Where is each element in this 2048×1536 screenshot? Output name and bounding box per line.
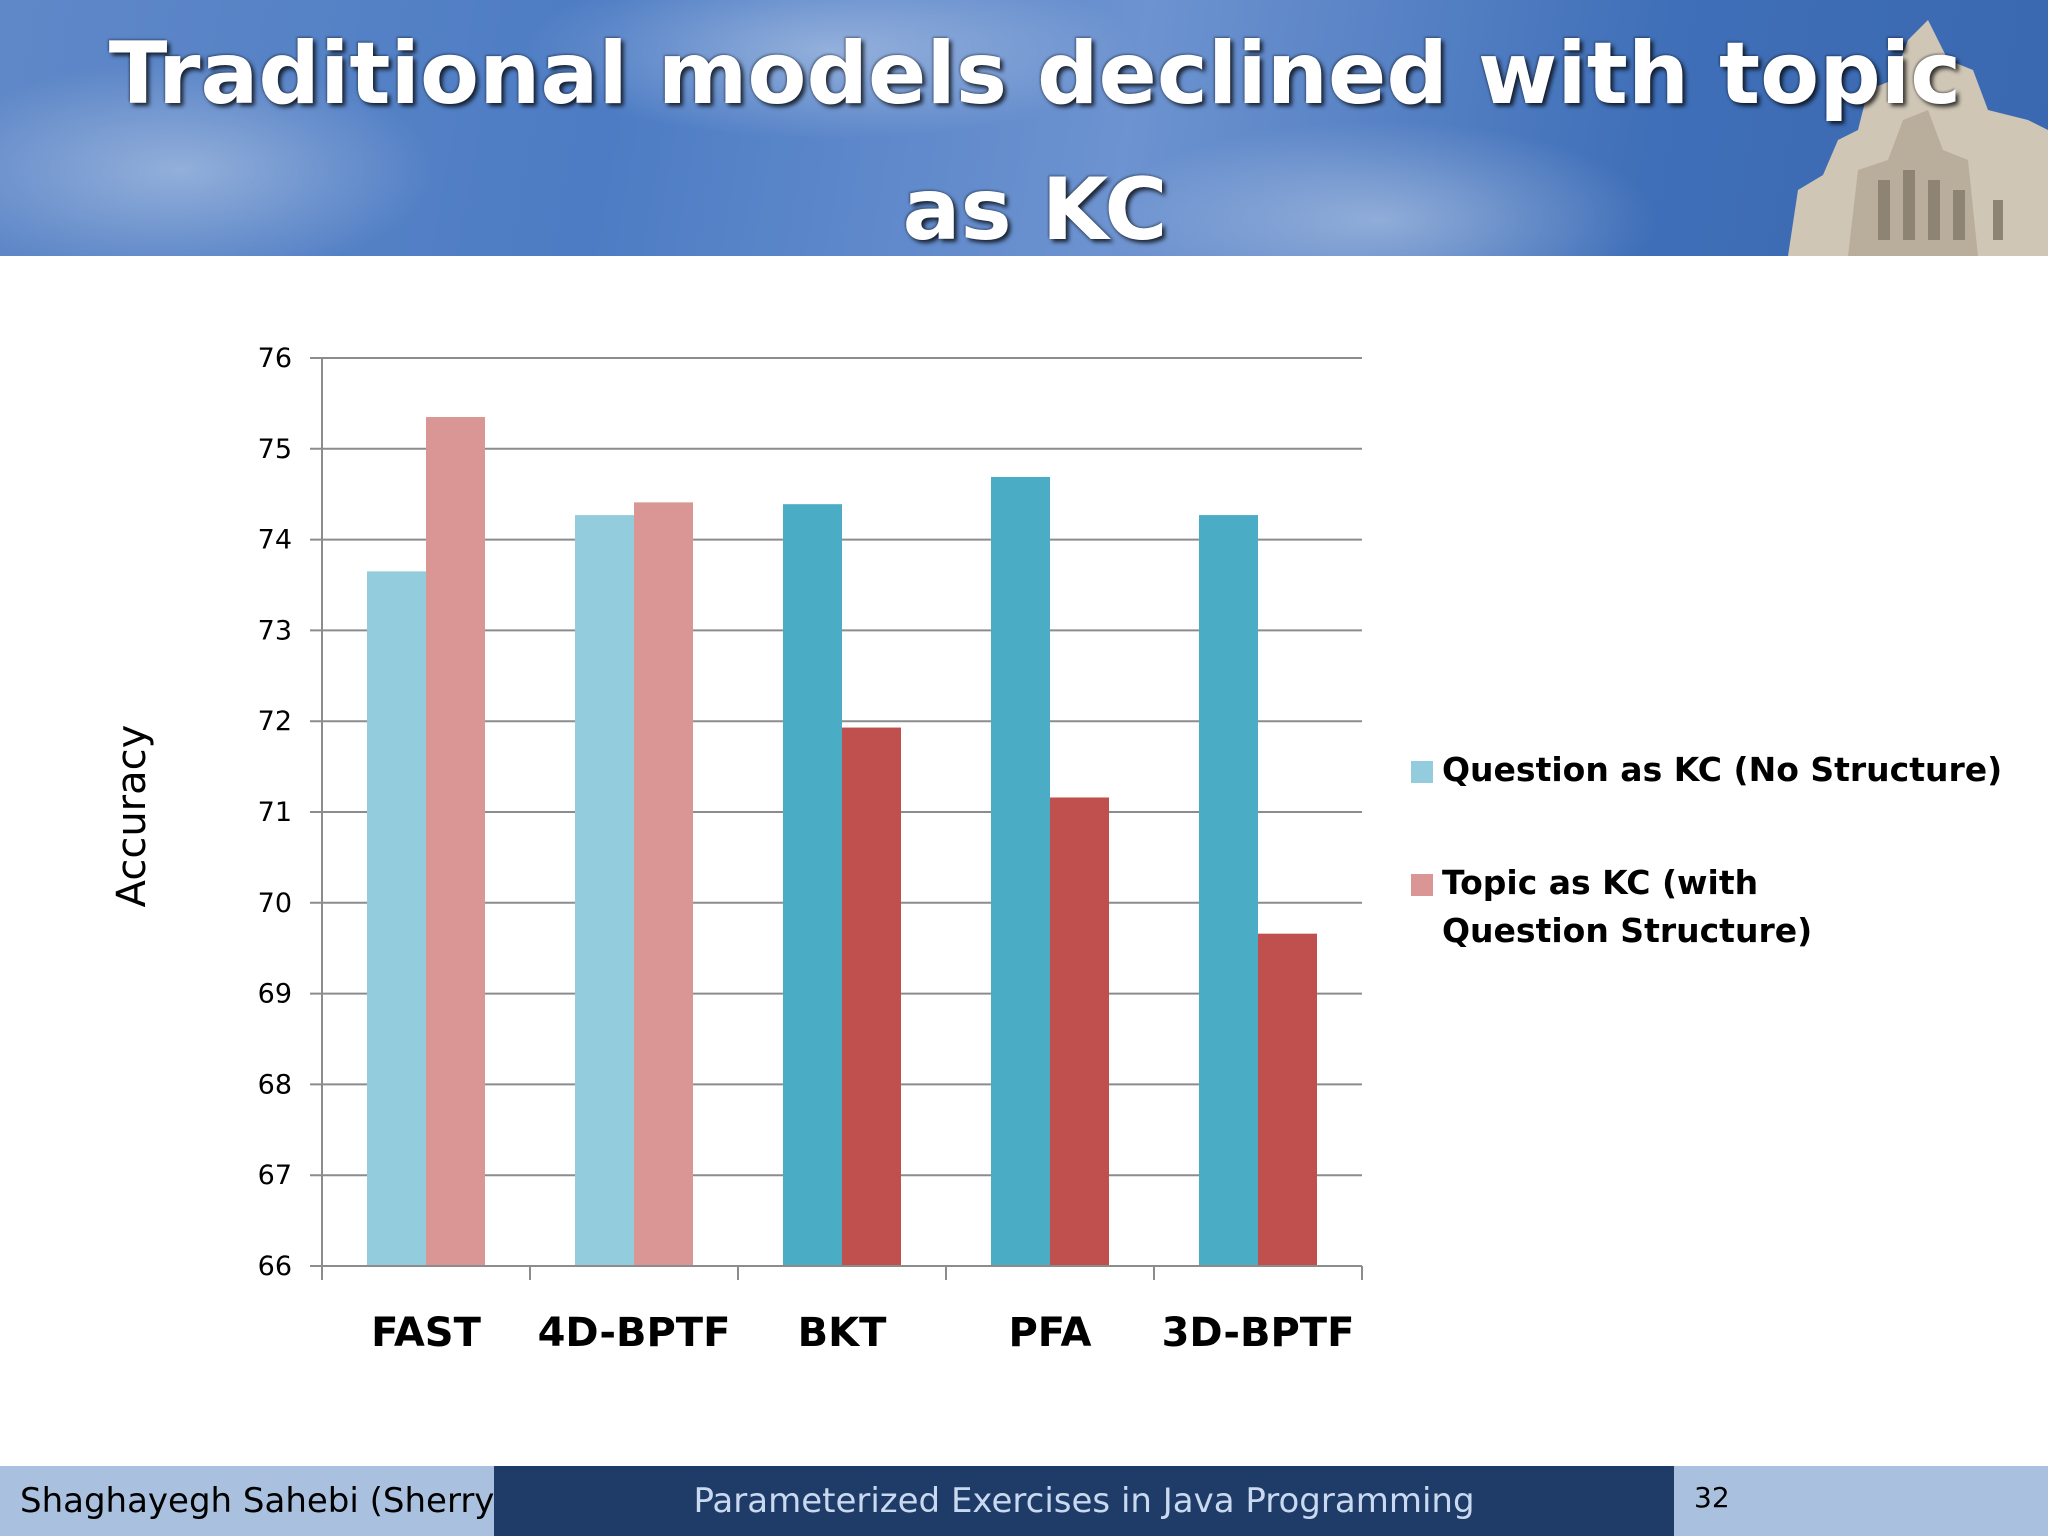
bar-pfa-series-1	[991, 476, 1050, 1266]
y-tick-label: 70	[258, 888, 292, 919]
y-tick-label: 72	[258, 706, 292, 737]
bar-3d-bptf-series-2	[1258, 933, 1317, 1266]
bar-fast-series-2	[426, 417, 485, 1266]
category-label: 4D-BPTF	[538, 1310, 731, 1356]
bar-fast-series-1	[367, 571, 426, 1266]
y-tick-label: 73	[258, 615, 292, 646]
y-tick-label: 75	[258, 434, 292, 465]
legend: Question as KC (No Structure) Topic as KC…	[1411, 750, 2002, 950]
legend-label: Question as KC (No Structure)	[1442, 750, 2002, 789]
bar-4d-bptf-series-2	[634, 502, 693, 1266]
banner-cloud	[520, 0, 1140, 140]
footer-author: Shaghayegh Sahebi (Sherry)	[0, 1466, 508, 1536]
legend-label: Topic as KC (with Question Structure)	[1442, 863, 1812, 950]
category-labels: FAST 4D-BPTF BKT PFA 3D-BPTF	[371, 1310, 1354, 1356]
banner-cloud	[0, 60, 440, 256]
y-tick-label: 74	[258, 525, 292, 556]
y-tick-label: 71	[258, 797, 292, 828]
bar-pfa-series-2	[1050, 797, 1109, 1266]
bars	[367, 417, 1317, 1266]
y-axis-title: Accuracy	[109, 725, 155, 908]
y-tick-label: 69	[258, 979, 292, 1010]
y-tick-labels: 66 67 68 69 70 71 72 73 74 75 76	[258, 343, 292, 1282]
title-banner: Traditional models declined with topic a…	[0, 0, 2048, 256]
legend-swatch	[1411, 874, 1433, 896]
bar-chart: 66 67 68 69 70 71 72 73 74 75 76 FAST 4D-BPTF BKT PFA…	[109, 343, 2002, 1356]
category-label: PFA	[1008, 1310, 1091, 1356]
footer-page-number: 32	[1674, 1466, 2048, 1536]
category-label: 3D-BPTF	[1162, 1310, 1355, 1356]
bar-3d-bptf-series-1	[1199, 515, 1258, 1266]
y-tick-label: 66	[258, 1251, 292, 1282]
axes	[321, 358, 1363, 1280]
bar-bkt-series-2	[842, 727, 901, 1266]
bar-bkt-series-1	[783, 504, 842, 1266]
y-tick-label: 68	[258, 1069, 292, 1100]
y-tick-label: 76	[258, 343, 292, 374]
legend-swatch	[1411, 761, 1433, 783]
footer-talk-title: Parameterized Exercises in Java Programm…	[494, 1466, 1674, 1536]
category-label: BKT	[798, 1310, 887, 1356]
footer-bar: Shaghayegh Sahebi (Sherry) Parameterized…	[0, 1466, 2048, 1536]
category-label: FAST	[371, 1310, 482, 1356]
y-tick-label: 67	[258, 1160, 292, 1191]
slide-title: Traditional models declined with topic a…	[108, 24, 1962, 256]
cathedral-tower-image	[1788, 20, 2048, 256]
bar-4d-bptf-series-1	[575, 515, 634, 1266]
